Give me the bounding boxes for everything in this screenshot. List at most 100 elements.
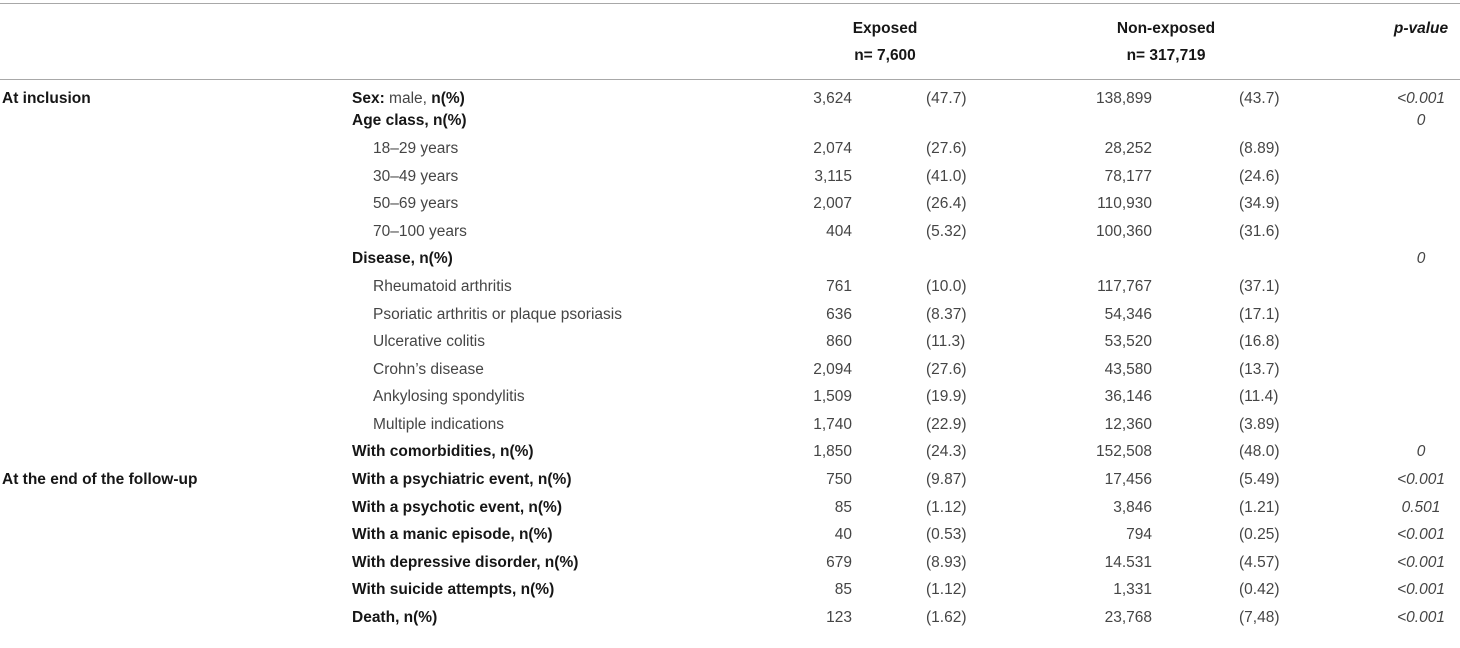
table-body: At inclusion Sex: male, n(%) 3,624 (47.7… [0,80,1460,632]
variable-label-part: Ankylosing spondylitis [373,388,525,406]
pvalue-cell: <0.001 [1397,553,1445,571]
variable-label-part: With a psychotic event, n(%) [352,498,562,516]
nonexposed-percent-cell: (31.6) [1239,222,1280,240]
variable-label-cell: Ankylosing spondylitis [352,383,750,411]
exposed-percent-cell: (8.37) [926,305,967,323]
table-row: With suicide attempts, n(%) 85 (1.12) 1,… [0,576,1460,604]
nonexposed-count-cell: 14.531 [1104,553,1153,571]
section-label-cell [0,383,352,411]
pvalue-header-spacer [1382,42,1460,69]
nonexposed-count-cell: 43,580 [1104,360,1153,378]
nonexposed-count-cell: 12,360 [1104,415,1153,433]
exposed-count-cell [750,245,852,273]
table-row: Ankylosing spondylitis 1,509 (19.9) 36,1… [0,383,1460,411]
variable-label-part: With suicide attempts, n(%) [352,581,555,599]
table-row: At inclusion Sex: male, n(%) 3,624 (47.7… [0,80,1460,108]
exposed-percent-cell: (11.3) [926,333,966,351]
variable-label-part: 50–69 years [373,195,459,213]
exposed-header-title: Exposed [852,19,918,37]
nonexposed-percent-cell: (8.89) [1239,139,1280,157]
nonexposed-percent-cell: (17.1) [1239,305,1280,323]
exposed-percent-cell: (8.93) [926,553,967,571]
variable-label-part: n(%) [431,90,465,108]
pvalue-cell [1312,300,1460,328]
nonexposed-percent-cell: (48.0) [1239,443,1280,461]
exposed-count-cell: 860 [826,333,852,351]
table-row: Disease, n(%) 0 [0,245,1460,273]
table-row: With a psychotic event, n(%) 85 (1.12) 3… [0,493,1460,521]
exposed-count-cell: 1,509 [813,388,852,406]
variable-label-cell: With comorbidities, n(%) [352,438,750,466]
nonexposed-count-cell: 110,930 [1097,195,1153,213]
pvalue-cell [1312,383,1460,411]
nonexposed-percent-cell: (3.89) [1239,415,1280,433]
exposed-percent-cell: (27.6) [926,139,967,157]
variable-label-cell: Rheumatoid arthritis [352,273,750,301]
exposed-count-cell: 1,740 [813,415,852,433]
variable-label-part: Sex: [352,90,385,108]
variable-label-part: 30–49 years [373,167,459,185]
variable-label-cell: With a psychiatric event, n(%) [352,466,750,494]
nonexposed-percent-cell: (34.9) [1239,195,1280,213]
table-row: 30–49 years 3,115 (41.0) 78,177 (24.6) [0,162,1460,190]
exposed-percent-cell: (27.6) [926,360,967,378]
pvalue-column-header: p-value [1312,3,1460,80]
exposed-percent-cell: (1.62) [926,609,967,627]
table-row: Crohn’s disease 2,094 (27.6) 43,580 (13.… [0,355,1460,383]
table-figure: Exposed n= 7,600 Non-exposed n= 317,719 … [0,3,1460,631]
variable-label-part: Disease, n(%) [352,250,453,268]
nonexposed-percent-cell: (16.8) [1239,333,1280,351]
exposed-count-cell: 761 [826,277,852,295]
exposed-percent-cell [852,245,1020,273]
pvalue-cell: 0.501 [1401,498,1441,516]
table-row: Rheumatoid arthritis 761 (10.0) 117,767 … [0,273,1460,301]
variable-label-part: With a psychiatric event, n(%) [352,471,572,489]
section-label-cell [0,438,352,466]
section-label-cell [0,355,352,383]
variable-label-cell: 30–49 years [352,162,750,190]
variable-label-part: Rheumatoid arthritis [373,277,512,295]
pvalue-cell: 0 [1416,250,1426,268]
nonexposed-count-cell: 54,346 [1104,305,1153,323]
table-row: Multiple indications 1,740 (22.9) 12,360… [0,411,1460,439]
section-label-cell [0,245,352,273]
section-label-cell: At the end of the follow-up [2,471,198,489]
variable-label-part: Age class, n(%) [352,112,467,130]
pvalue-cell [1312,328,1460,356]
nonexposed-count-cell: 3,846 [1113,498,1153,516]
nonexposed-percent-cell: (11.4) [1239,388,1279,406]
pvalue-cell [1312,135,1460,163]
variable-label-cell: Age class, n(%) [352,107,750,135]
nonexposed-percent-cell [1152,245,1312,273]
pvalue-cell [1312,190,1460,218]
exposed-count-cell: 85 [834,581,852,599]
section-label-cell [0,190,352,218]
exposed-percent-cell [852,107,1020,135]
table-row: Age class, n(%) 0 [0,107,1460,135]
nonexposed-count-cell: 53,520 [1104,333,1153,351]
variable-label-part: Death, n(%) [352,609,438,627]
nonexposed-count-cell: 78,177 [1104,167,1153,185]
table-row: At the end of the follow-up With a psych… [0,466,1460,494]
exposed-count-cell: 123 [826,609,852,627]
nonexposed-percent-cell: (0.42) [1239,581,1280,599]
exposed-count-cell: 404 [826,222,852,240]
section-label-cell [0,300,352,328]
nonexposed-percent-cell: (4.57) [1239,553,1280,571]
nonexposed-count-cell: 23,768 [1104,609,1153,627]
variable-label-cell: With a psychotic event, n(%) [352,493,750,521]
exposed-percent-cell: (1.12) [926,581,967,599]
pvalue-cell [1312,217,1460,245]
table-row: 18–29 years 2,074 (27.6) 28,252 (8.89) [0,135,1460,163]
variable-label-cell: With depressive disorder, n(%) [352,549,750,577]
variable-label-part: Psoriatic arthritis or plaque psoriasis [373,305,622,323]
section-label-cell [0,107,352,135]
table-row: Psoriatic arthritis or plaque psoriasis … [0,300,1460,328]
pvalue-cell [1312,273,1460,301]
table-row: 70–100 years 404 (5.32) 100,360 (31.6) [0,217,1460,245]
nonexposed-percent-cell: (13.7) [1239,360,1280,378]
exposed-column-header: Exposed n= 7,600 [750,3,1021,80]
nonexposed-header-count: n= 317,719 [1126,46,1206,64]
table-header-row: Exposed n= 7,600 Non-exposed n= 317,719 … [0,3,1460,80]
nonexposed-percent-cell: (24.6) [1239,167,1280,185]
